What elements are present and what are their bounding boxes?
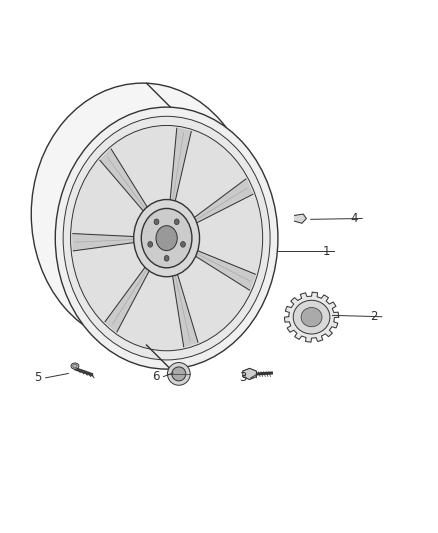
Polygon shape — [189, 248, 255, 290]
Polygon shape — [170, 128, 191, 209]
Ellipse shape — [71, 363, 79, 369]
Polygon shape — [294, 214, 306, 223]
Ellipse shape — [31, 83, 254, 345]
Polygon shape — [243, 368, 256, 379]
Ellipse shape — [141, 208, 192, 268]
Ellipse shape — [63, 116, 270, 360]
Text: 3: 3 — [239, 372, 247, 384]
Ellipse shape — [55, 107, 278, 369]
Text: 6: 6 — [152, 370, 159, 383]
Ellipse shape — [148, 241, 152, 247]
Ellipse shape — [167, 362, 190, 385]
Polygon shape — [188, 179, 253, 226]
Ellipse shape — [293, 300, 330, 334]
Ellipse shape — [172, 367, 186, 381]
Text: 4: 4 — [350, 212, 358, 225]
Ellipse shape — [134, 199, 200, 277]
Text: 5: 5 — [34, 372, 42, 384]
Ellipse shape — [154, 219, 159, 224]
Ellipse shape — [180, 241, 185, 247]
Polygon shape — [285, 292, 339, 342]
Ellipse shape — [71, 125, 263, 351]
Ellipse shape — [301, 308, 322, 327]
Ellipse shape — [73, 364, 77, 368]
Text: 1: 1 — [322, 245, 330, 258]
Polygon shape — [73, 233, 141, 251]
Polygon shape — [171, 266, 198, 347]
Polygon shape — [105, 261, 153, 332]
Ellipse shape — [174, 219, 179, 224]
Text: 2: 2 — [370, 310, 378, 323]
Polygon shape — [100, 149, 152, 217]
Ellipse shape — [164, 255, 169, 261]
Ellipse shape — [156, 225, 177, 251]
